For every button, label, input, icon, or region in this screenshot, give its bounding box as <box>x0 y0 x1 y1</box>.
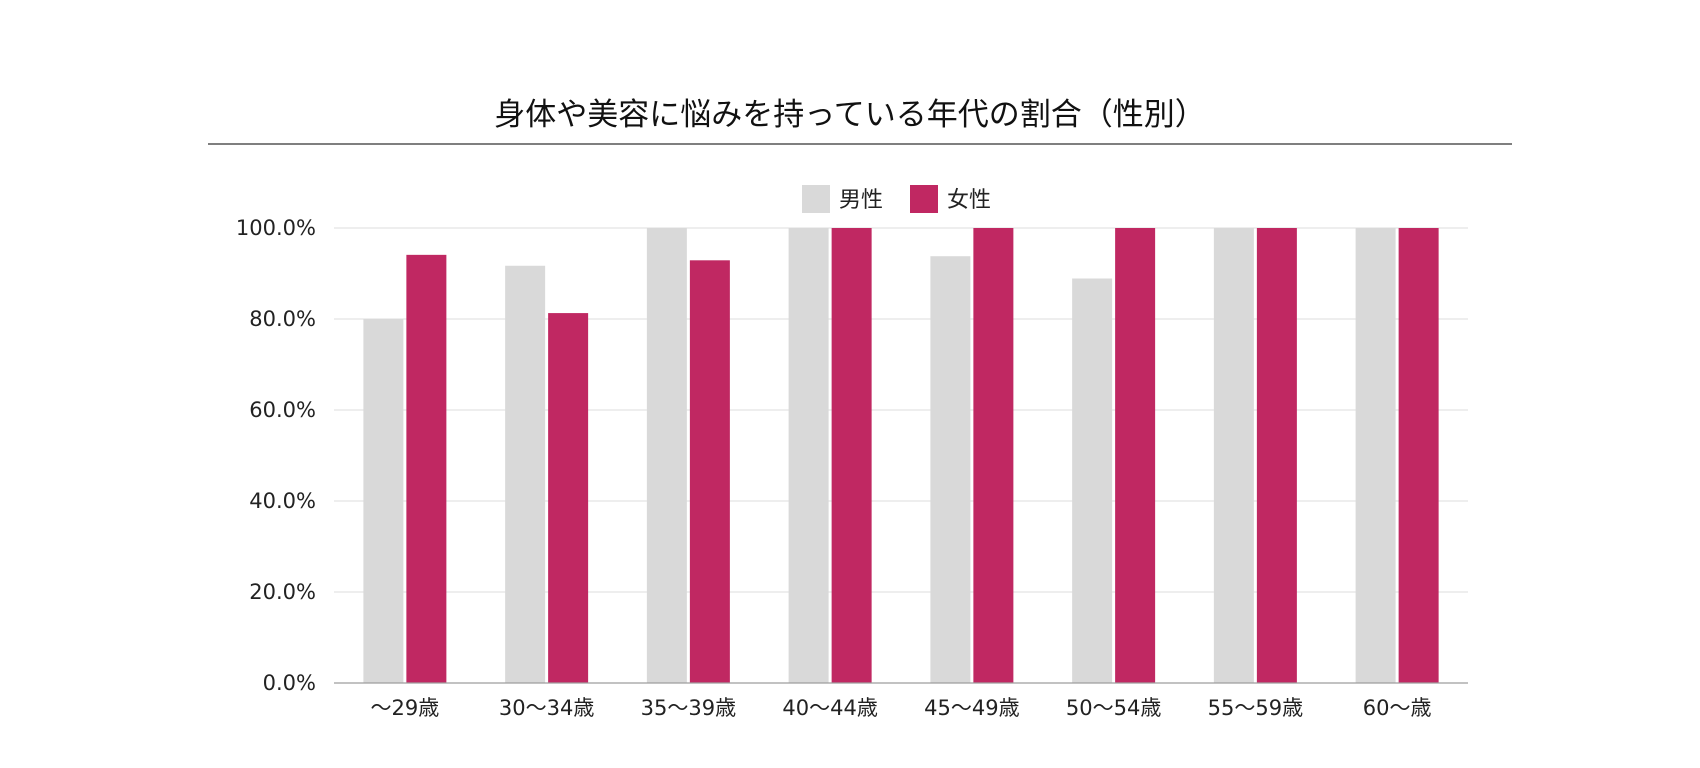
y-axis-ticks: 0.0% 20.0% 40.0% 60.0% 80.0% 100.0% <box>236 216 316 695</box>
legend-label-male: 男性 <box>839 188 883 213</box>
x-tick-label: 45～49歳 <box>924 696 1019 720</box>
x-tick-label: 35～39歳 <box>641 696 736 720</box>
legend-swatch-female <box>910 185 938 213</box>
x-tick-label: 55～59歳 <box>1208 696 1303 720</box>
bar-female-0 <box>406 254 447 683</box>
bar-male-0 <box>363 319 404 683</box>
y-tick-label: 100.0% <box>236 216 316 240</box>
gridlines <box>334 227 1468 593</box>
bar-female-1 <box>548 313 589 683</box>
y-tick-label: 80.0% <box>249 307 316 331</box>
bar-male-7 <box>1355 228 1396 683</box>
bar-female-2 <box>689 260 730 683</box>
bar-male-4 <box>930 256 971 683</box>
x-tick-label: 50～54歳 <box>1066 696 1161 720</box>
chart-title: 身体や美容に悩みを持っている年代の割合（性別） <box>494 97 1205 133</box>
bar-female-6 <box>1256 228 1297 683</box>
bar-male-2 <box>646 228 687 683</box>
bar-female-4 <box>973 228 1014 683</box>
bar-male-6 <box>1213 228 1254 683</box>
x-tick-label: 30～34歳 <box>499 696 594 720</box>
bar-female-5 <box>1115 228 1156 683</box>
bar-male-3 <box>788 228 829 683</box>
y-tick-label: 0.0% <box>263 671 316 695</box>
x-axis-ticks: ～29歳 30～34歳 35～39歳 40～44歳 45～49歳 50～54歳 55～59歳… <box>371 696 1432 720</box>
legend: 男性 女性 <box>802 185 991 213</box>
bar-female-7 <box>1398 228 1439 683</box>
y-tick-label: 60.0% <box>249 398 316 422</box>
bar-male-1 <box>505 265 546 683</box>
x-tick-label: 60～歳 <box>1363 696 1432 720</box>
legend-label-female: 女性 <box>947 188 991 213</box>
x-tick-label: ～29歳 <box>371 696 440 720</box>
x-tick-label: 40～44歳 <box>782 696 877 720</box>
y-tick-label: 40.0% <box>249 489 316 513</box>
legend-swatch-male <box>802 185 830 213</box>
bar-male-5 <box>1072 278 1113 683</box>
bars <box>363 228 1439 683</box>
bar-female-3 <box>831 228 872 683</box>
y-tick-label: 20.0% <box>249 580 316 604</box>
